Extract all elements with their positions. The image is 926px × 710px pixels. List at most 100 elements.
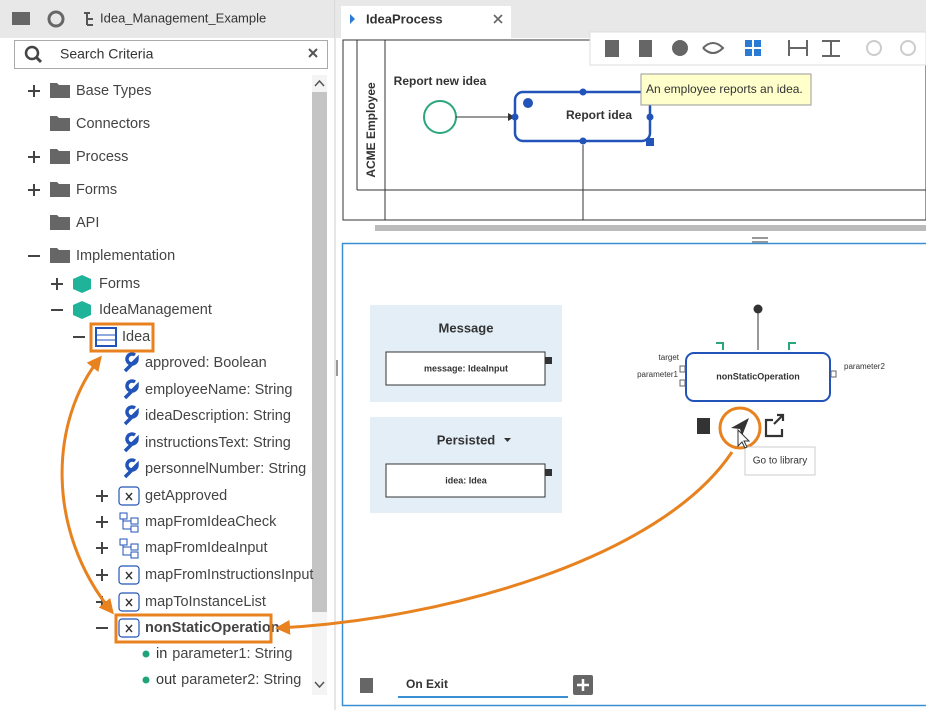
tooltip bbox=[744, 446, 816, 476]
tree-label[interactable]: Idea bbox=[122, 329, 151, 345]
port bbox=[679, 379, 686, 387]
tree-label[interactable]: parameter2: String bbox=[181, 672, 301, 688]
tree-label[interactable]: Forms bbox=[76, 182, 117, 198]
attribute-icon bbox=[123, 352, 139, 373]
pin-label: idea: Idea bbox=[445, 475, 488, 485]
cursor bbox=[737, 428, 751, 449]
tree-label[interactable]: personnelNumber: String bbox=[145, 461, 306, 477]
tree-label[interactable]: IdeaManagement bbox=[99, 302, 212, 318]
tree-label[interactable]: mapFromIdeaCheck bbox=[145, 514, 277, 530]
clear-search[interactable] bbox=[308, 48, 318, 58]
tree-label[interactable]: instructionsText: String bbox=[145, 435, 291, 451]
port bbox=[679, 365, 686, 373]
highlight bbox=[89, 322, 155, 353]
tree-label[interactable]: ideaDescription: String bbox=[145, 408, 291, 424]
mapping-icon bbox=[119, 512, 139, 533]
operation-icon bbox=[125, 492, 133, 501]
tree-label[interactable]: employeeName: String bbox=[145, 382, 293, 398]
add-tab bbox=[577, 679, 589, 691]
editor-tab[interactable] bbox=[341, 6, 511, 38]
highlight bbox=[718, 406, 762, 450]
event-label: Report new idea bbox=[394, 74, 487, 88]
folder-icon bbox=[50, 182, 70, 197]
type-icon bbox=[96, 334, 116, 341]
tree-label[interactable]: mapToInstanceList bbox=[145, 594, 266, 610]
tree-label[interactable]: API bbox=[76, 215, 99, 231]
open-button[interactable] bbox=[764, 413, 785, 438]
box-title: Persisted bbox=[437, 432, 496, 447]
attribute-icon bbox=[123, 379, 139, 400]
tree-label[interactable]: mapFromIdeaInput bbox=[145, 540, 268, 556]
type-icon bbox=[95, 327, 117, 347]
folder-icon bbox=[50, 248, 70, 263]
tree-label[interactable]: mapFromInstructionsInput bbox=[145, 567, 313, 583]
tree: Base Types Connectors Process Forms API Imple… bbox=[28, 83, 313, 688]
folder-icon bbox=[50, 149, 70, 164]
input-label: parameter1 bbox=[637, 370, 678, 379]
splitter[interactable] bbox=[752, 237, 768, 239]
output-label: parameter2 bbox=[844, 362, 885, 371]
tab-title: IdeaProcess bbox=[366, 11, 443, 26]
callout-arrow bbox=[275, 451, 734, 635]
operation[interactable] bbox=[685, 352, 831, 402]
tree-label[interactable]: Forms bbox=[99, 276, 140, 292]
operation-icon bbox=[125, 598, 133, 607]
attribute-icon bbox=[123, 458, 139, 479]
attribute-icon bbox=[123, 405, 139, 426]
parameter-direction: in bbox=[156, 646, 167, 662]
tree-label[interactable]: Base Types bbox=[76, 83, 152, 99]
tree-label[interactable]: Connectors bbox=[76, 116, 150, 132]
port bbox=[545, 357, 552, 364]
annotation-text: An employee reports an idea. bbox=[646, 82, 803, 96]
pin[interactable] bbox=[385, 351, 546, 386]
search-icon bbox=[24, 45, 40, 61]
operation-name: nonStaticOperation bbox=[716, 371, 800, 381]
dropdown[interactable] bbox=[504, 438, 511, 442]
search-icon bbox=[34, 55, 43, 64]
highlight bbox=[114, 613, 273, 644]
user-icon bbox=[523, 98, 533, 108]
box-title: Message bbox=[439, 320, 494, 335]
flow-icons bbox=[716, 342, 796, 350]
delete-button[interactable] bbox=[360, 678, 373, 693]
pin-label: message: IdeaInput bbox=[424, 363, 508, 373]
scrollbar-thumb[interactable] bbox=[312, 92, 327, 612]
delete-button[interactable] bbox=[697, 418, 710, 434]
scroll-arrows[interactable] bbox=[314, 79, 325, 689]
operation-icon bbox=[125, 571, 133, 580]
close-tab[interactable] bbox=[493, 14, 503, 24]
mapping-icon bbox=[119, 538, 139, 559]
lane-label: ACME Employee bbox=[364, 82, 378, 178]
tree-label[interactable]: nonStaticOperation bbox=[145, 620, 280, 636]
tree-label[interactable]: Implementation bbox=[76, 248, 175, 264]
folder-button[interactable] bbox=[12, 12, 30, 25]
settings-button[interactable] bbox=[47, 10, 65, 28]
search-placeholder: Search Criteria bbox=[60, 46, 154, 62]
search-box[interactable] bbox=[14, 40, 328, 69]
task-label: Report idea bbox=[566, 108, 632, 122]
folder-icon bbox=[50, 83, 70, 98]
module-icon bbox=[73, 301, 91, 319]
tooltip-text: Go to library bbox=[753, 456, 807, 467]
tree-label[interactable]: Process bbox=[76, 149, 128, 165]
port bbox=[545, 469, 552, 476]
callout-arrow bbox=[60, 355, 114, 615]
operation-icon bbox=[125, 624, 133, 633]
tree-label[interactable]: getApproved bbox=[145, 488, 227, 504]
tab-label[interactable]: On Exit bbox=[406, 677, 448, 691]
start-event[interactable] bbox=[423, 100, 457, 134]
go-to-library-button[interactable] bbox=[731, 418, 749, 436]
navigator-toolbar bbox=[0, 0, 335, 38]
toolbar-buttons[interactable] bbox=[605, 40, 916, 57]
h-scrollbar[interactable] bbox=[375, 225, 926, 231]
annotation bbox=[640, 73, 812, 106]
tree-label[interactable]: approved: Boolean bbox=[145, 355, 267, 371]
handles bbox=[511, 88, 654, 146]
splitter[interactable] bbox=[336, 360, 338, 376]
splitter[interactable] bbox=[752, 241, 768, 243]
pin[interactable] bbox=[385, 463, 546, 498]
tree-label[interactable]: parameter1: String bbox=[172, 646, 292, 662]
parameter-direction: out bbox=[156, 672, 176, 688]
process-icon bbox=[350, 14, 355, 24]
